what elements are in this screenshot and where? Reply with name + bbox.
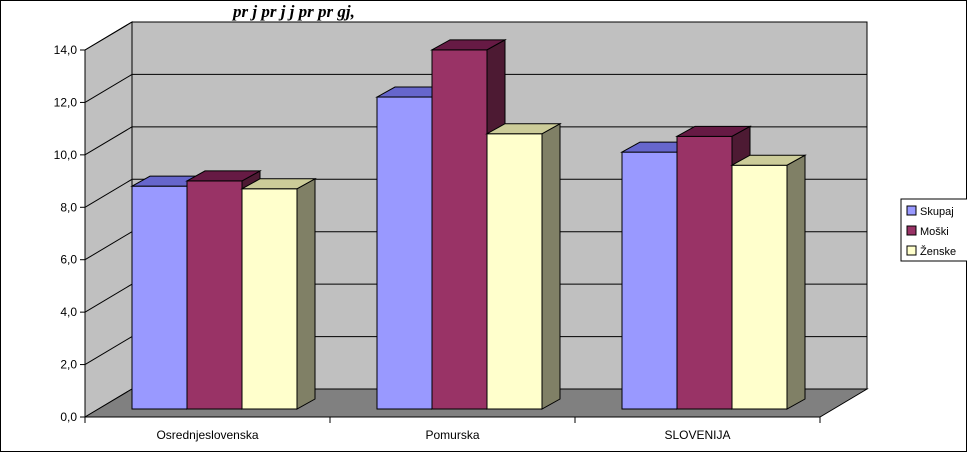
bar: [186, 180, 243, 410]
bar: [731, 164, 788, 410]
side-wall: [84, 21, 133, 418]
bar-side: [786, 154, 806, 410]
legend-label: Ženske: [920, 245, 956, 258]
y-tick-label: 2,0: [60, 358, 77, 372]
x-tick-label: Pomurska: [425, 428, 479, 442]
x-axis-labels: Osrednjeslovenska Pomurska SLOVENIJA: [84, 417, 821, 442]
bar-top: [240, 178, 317, 190]
bar: [486, 133, 543, 410]
bar-top: [185, 170, 262, 182]
gridline-side: [84, 336, 133, 366]
bar-top: [485, 123, 562, 135]
bar-top: [730, 154, 807, 166]
bar-side: [296, 177, 316, 410]
gridline-side: [84, 126, 133, 156]
bar-side: [541, 122, 561, 410]
x-tick-label: SLOVENIJA: [664, 428, 730, 442]
y-tick-label: 12,0: [54, 95, 78, 109]
legend: Skupaj Moški Ženske: [900, 198, 967, 262]
y-tick-label: 6,0: [60, 253, 77, 267]
bar: [621, 151, 678, 410]
y-tick-label: 10,0: [54, 148, 78, 162]
bar: [676, 135, 733, 410]
gridline-side: [84, 73, 133, 103]
gridline-side: [84, 178, 133, 208]
bar-top: [430, 39, 507, 51]
gridline-side: [84, 231, 133, 261]
y-tick-label: 0,0: [60, 410, 77, 424]
x-tick-label: Osrednjeslovenska: [156, 428, 258, 442]
y-axis-ticks: 0,0 2,0 4,0 6,0 8,0 10,0 12,0 14,0: [54, 43, 820, 424]
legend-label: Skupaj: [920, 206, 954, 218]
bar: [376, 96, 433, 410]
gridline-side: [84, 21, 133, 51]
legend-swatch: [906, 225, 917, 236]
y-tick-label: 14,0: [54, 43, 78, 57]
legend-swatch: [906, 205, 917, 216]
legend-label: Moški: [920, 226, 949, 238]
bar: [431, 49, 488, 410]
y-tick-label: 4,0: [60, 305, 77, 319]
chart-title-cropped: pr j pr j j pr pr gj,: [231, 2, 355, 21]
bars: [130, 39, 807, 410]
bar: [131, 185, 188, 410]
legend-swatch: [906, 245, 917, 256]
gridline-side: [84, 283, 133, 313]
y-tick-label: 8,0: [60, 200, 77, 214]
bar: [241, 188, 298, 410]
bar-top: [675, 125, 752, 137]
